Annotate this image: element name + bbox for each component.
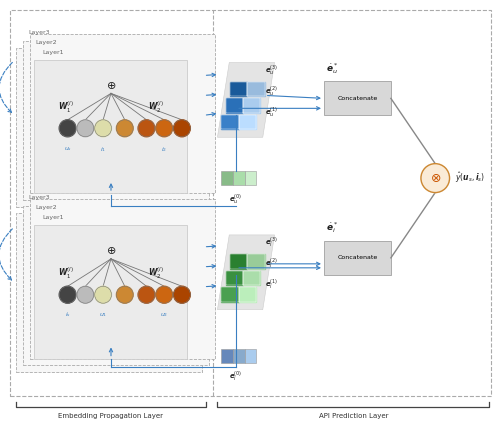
Text: $\oplus$: $\oplus$ [106,80,116,91]
FancyBboxPatch shape [16,213,202,372]
Text: $\boldsymbol{e}_{i}^{(0)}$: $\boldsymbol{e}_{i}^{(0)}$ [230,369,243,384]
Text: Layer1: Layer1 [42,50,64,54]
Text: $\dot{\boldsymbol{e}}_u^*$: $\dot{\boldsymbol{e}}_u^*$ [326,61,338,76]
Text: $\boldsymbol{e}_i^{(2)}$: $\boldsymbol{e}_i^{(2)}$ [264,257,278,271]
Text: API Prediction Layer: API Prediction Layer [318,414,388,419]
Polygon shape [222,287,238,302]
Polygon shape [238,115,256,129]
FancyBboxPatch shape [245,171,256,185]
Polygon shape [226,98,243,113]
FancyBboxPatch shape [34,60,187,193]
Polygon shape [222,115,238,129]
Circle shape [174,120,190,137]
FancyBboxPatch shape [24,40,208,200]
Circle shape [116,286,133,303]
FancyBboxPatch shape [16,48,202,207]
FancyBboxPatch shape [233,348,244,363]
Text: $\boldsymbol{W}_1^{(l)}$: $\boldsymbol{W}_1^{(l)}$ [58,99,74,115]
Circle shape [138,120,155,137]
Text: $i_s$: $i_s$ [64,310,70,319]
Text: Layer2: Layer2 [35,205,56,210]
Text: $\boldsymbol{e}_u^{(1)}$: $\boldsymbol{e}_u^{(1)}$ [264,105,278,119]
FancyBboxPatch shape [24,206,208,366]
Text: $u_1$: $u_1$ [99,311,108,319]
Text: Layer2: Layer2 [35,40,56,45]
Polygon shape [226,271,243,285]
FancyBboxPatch shape [245,348,256,363]
Text: Concatenate: Concatenate [338,96,378,101]
Text: $i_2$: $i_2$ [161,145,167,154]
Circle shape [94,286,112,303]
Circle shape [174,286,190,303]
Text: $\boldsymbol{e}_i^{(1)}$: $\boldsymbol{e}_i^{(1)}$ [264,278,278,292]
Text: $\boldsymbol{e}_i^{(3)}$: $\boldsymbol{e}_i^{(3)}$ [264,236,278,250]
FancyBboxPatch shape [34,225,187,359]
FancyBboxPatch shape [222,348,232,363]
Text: $\dot{\boldsymbol{e}}_i^*$: $\dot{\boldsymbol{e}}_i^*$ [326,221,338,235]
Polygon shape [230,82,248,96]
Polygon shape [230,255,248,269]
Text: $\boldsymbol{W}_2^{(l)}$: $\boldsymbol{W}_2^{(l)}$ [148,265,164,280]
Circle shape [138,286,155,303]
Text: $\otimes$: $\otimes$ [430,172,441,184]
FancyBboxPatch shape [30,34,216,193]
Polygon shape [243,98,260,113]
Circle shape [59,120,76,137]
Circle shape [59,286,76,303]
Text: Layer3: Layer3 [28,30,50,34]
Circle shape [421,164,450,193]
Text: $u_s$: $u_s$ [64,145,72,153]
Text: $i_1$: $i_1$ [100,145,106,154]
FancyBboxPatch shape [10,10,492,397]
Text: Layer1: Layer1 [42,215,64,220]
Text: $\oplus$: $\oplus$ [106,245,116,256]
Polygon shape [243,271,260,285]
Polygon shape [218,235,274,310]
Polygon shape [248,255,264,269]
FancyBboxPatch shape [324,82,391,115]
Text: Embedding Propagation Layer: Embedding Propagation Layer [58,414,164,419]
Polygon shape [238,287,256,302]
Text: $\boldsymbol{e}_u^{(3)}$: $\boldsymbol{e}_u^{(3)}$ [264,64,278,77]
Polygon shape [218,62,274,137]
Text: Concatenate: Concatenate [338,255,378,261]
Text: $\boldsymbol{W}_2^{(l)}$: $\boldsymbol{W}_2^{(l)}$ [148,99,164,115]
FancyBboxPatch shape [30,199,216,359]
Circle shape [77,286,94,303]
Text: $\boldsymbol{e}_u^{(0)}$: $\boldsymbol{e}_u^{(0)}$ [230,192,243,206]
Circle shape [116,120,133,137]
Circle shape [156,120,172,137]
Text: $u_2$: $u_2$ [160,311,168,319]
FancyBboxPatch shape [222,171,232,185]
Circle shape [94,120,112,137]
Text: $\boldsymbol{e}_u^{(2)}$: $\boldsymbol{e}_u^{(2)}$ [264,85,278,98]
Circle shape [156,286,172,303]
Polygon shape [248,82,264,96]
FancyBboxPatch shape [233,171,244,185]
Circle shape [77,120,94,137]
Text: $\boldsymbol{W}_1^{(l)}$: $\boldsymbol{W}_1^{(l)}$ [58,265,74,280]
FancyBboxPatch shape [324,241,391,275]
Text: $\hat{y}(\boldsymbol{u}_s,\boldsymbol{i}_s)$: $\hat{y}(\boldsymbol{u}_s,\boldsymbol{i}… [455,171,485,185]
Text: Layer3: Layer3 [28,195,50,200]
